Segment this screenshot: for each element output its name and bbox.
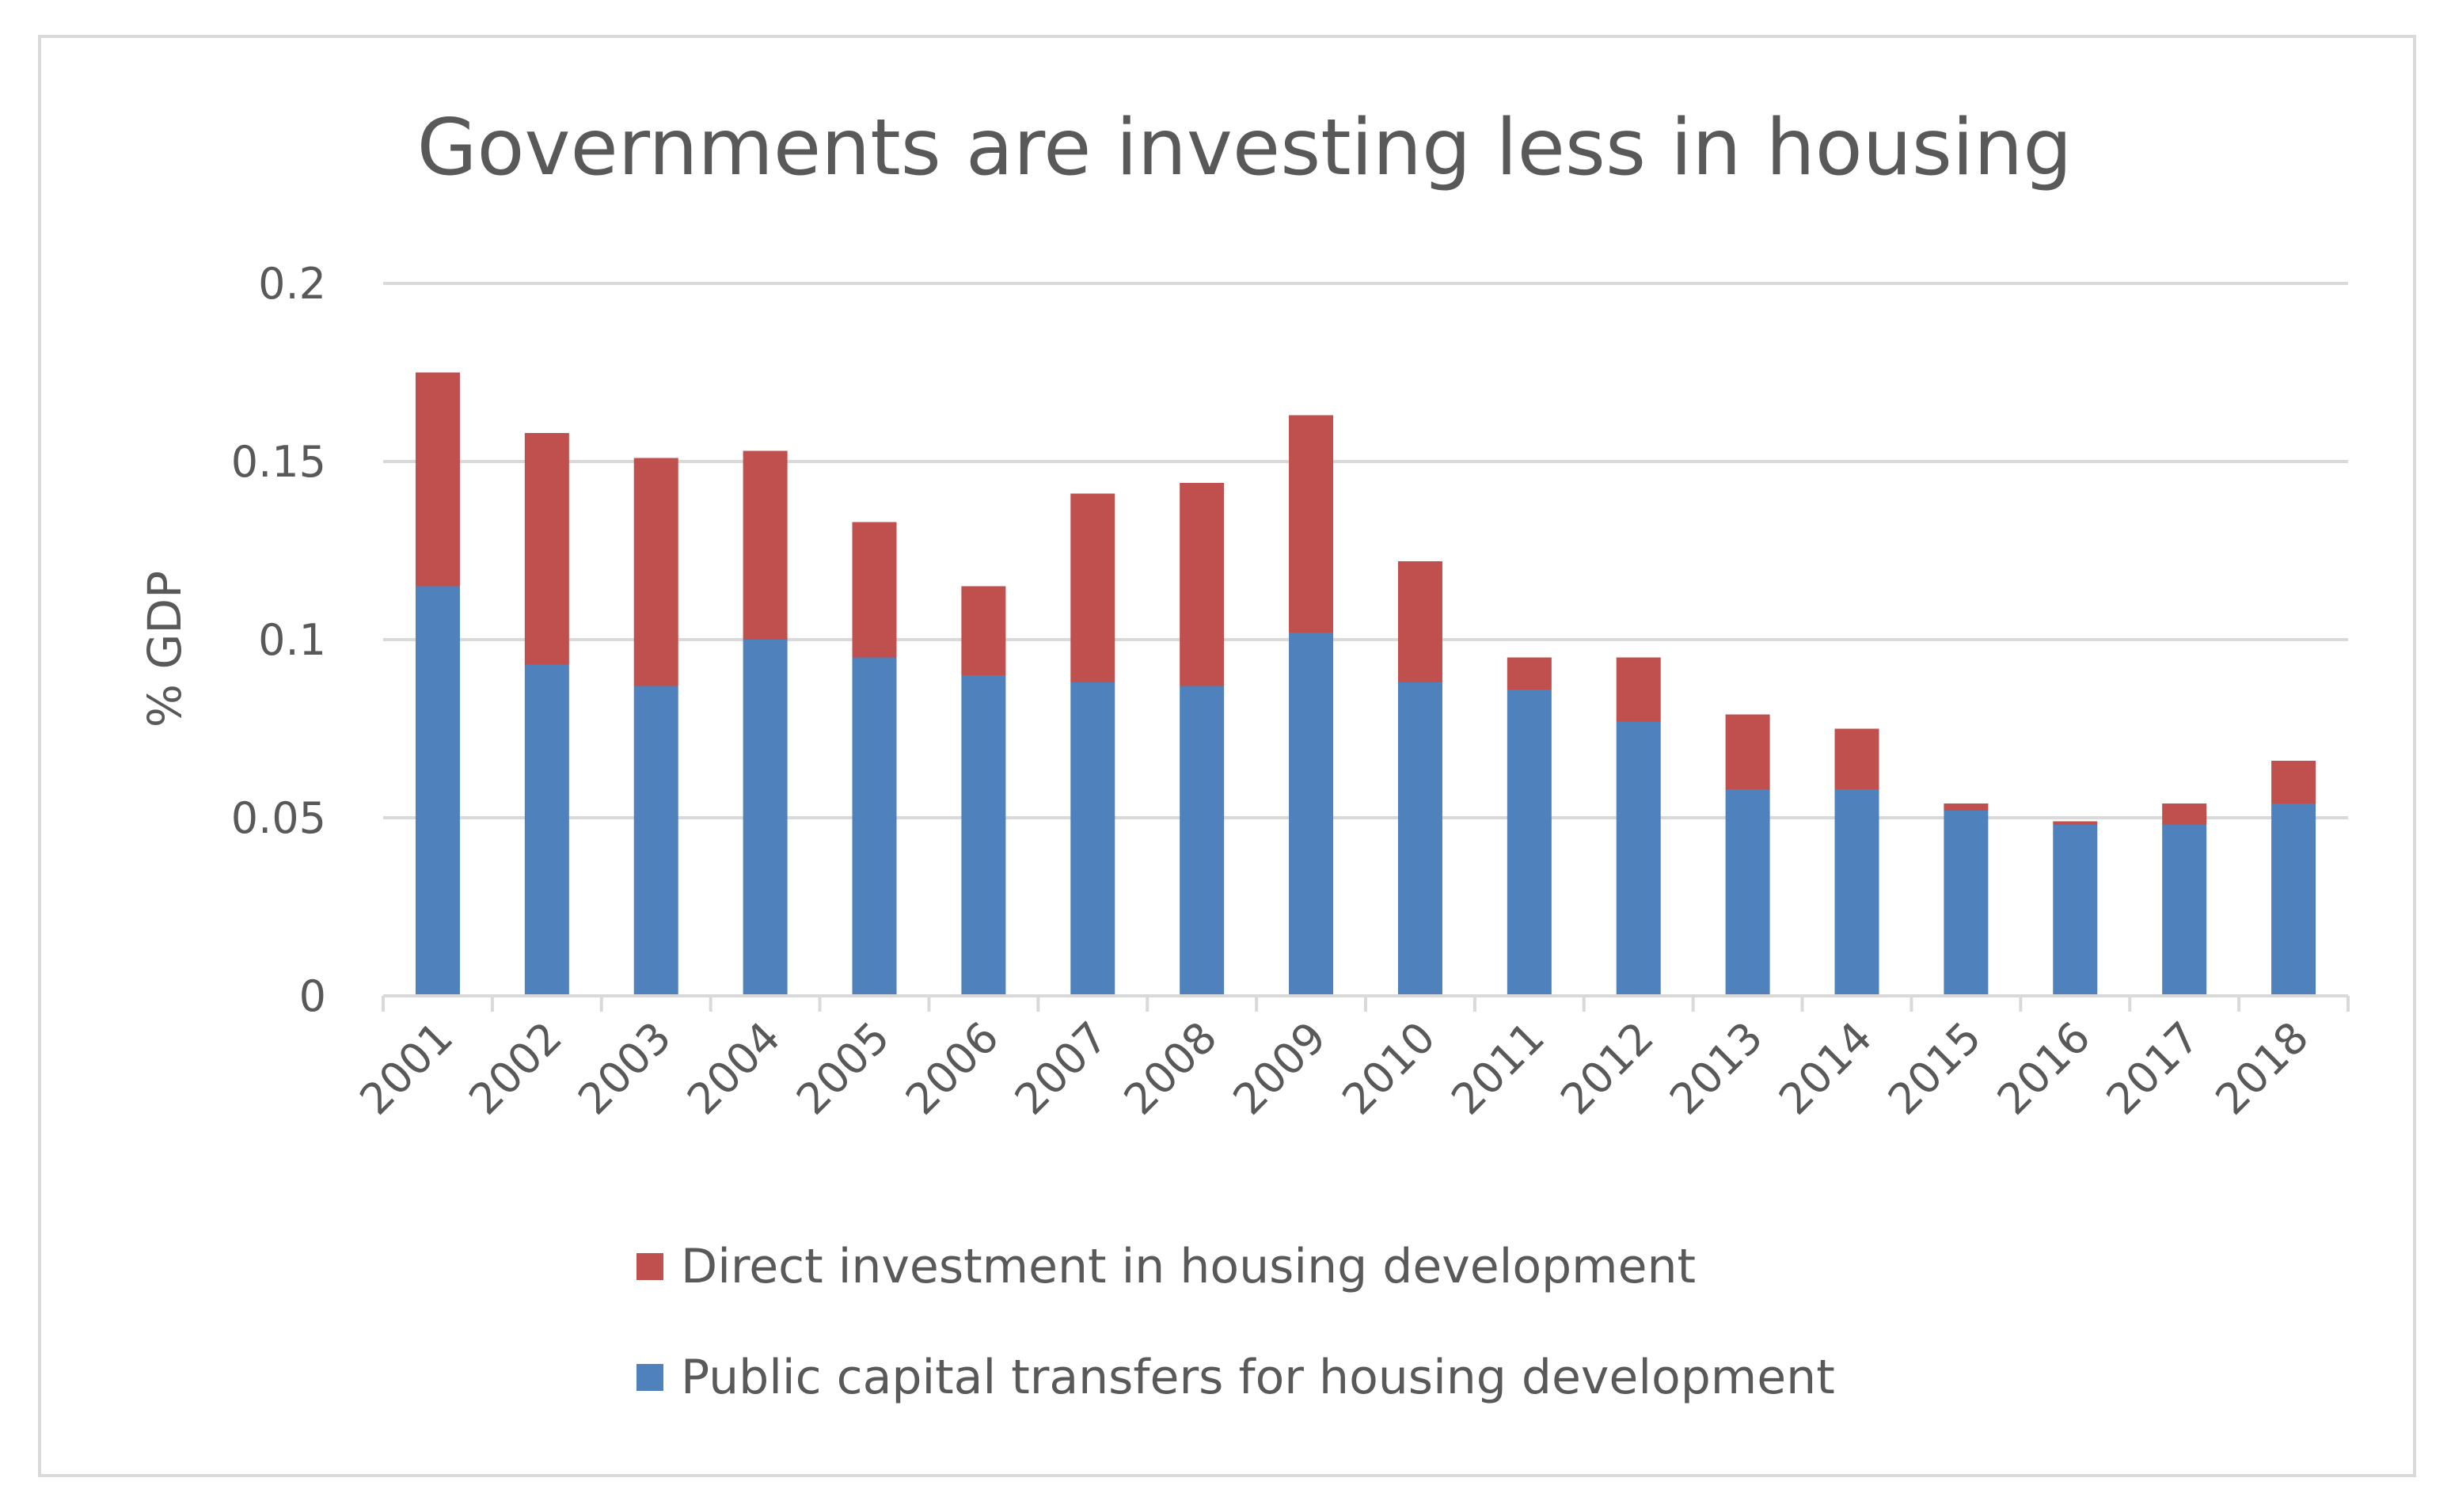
- bar-public-transfers: [1507, 690, 1552, 996]
- bar-public-transfers: [2271, 803, 2316, 996]
- legend-label-public-transfers: Public capital transfers for housing dev…: [681, 1350, 1835, 1405]
- legend: Direct investment in housing development…: [636, 1239, 1835, 1405]
- x-tick-label: 2018: [2206, 1012, 2319, 1125]
- x-tick-label: 2011: [1442, 1012, 1554, 1125]
- bar-public-transfers: [1289, 633, 1334, 996]
- y-tick-label: 0.2: [258, 259, 326, 309]
- bar-direct-investment: [1725, 714, 1770, 789]
- bar-public-transfers: [2162, 825, 2207, 996]
- x-tick-label: 2015: [1879, 1012, 1991, 1125]
- bar-direct-investment: [1834, 728, 1879, 789]
- chart-title: Governments are investing less in housin…: [417, 103, 2073, 193]
- x-tick-label: 2012: [1551, 1012, 1663, 1125]
- bar-public-transfers: [1834, 789, 1879, 996]
- bar-direct-investment: [743, 450, 788, 640]
- bar-direct-investment: [2053, 821, 2098, 825]
- x-tick-label: 2005: [787, 1012, 899, 1125]
- legend-swatch-public-transfers: [636, 1364, 663, 1391]
- bar-public-transfers: [1616, 721, 1661, 996]
- bar-direct-investment: [2271, 761, 2316, 803]
- x-axis-ticks: 2001200220032004200520062007200820092010…: [350, 1012, 2318, 1125]
- y-axis-ticks: 0 0.05 0.1 0.15 0.2: [231, 259, 326, 1021]
- bar-direct-investment: [1397, 561, 1442, 682]
- bar-direct-investment: [633, 458, 678, 686]
- bar-direct-investment: [1180, 483, 1225, 686]
- y-axis-label: % GDP: [138, 571, 192, 728]
- legend-label-direct-investment: Direct investment in housing development: [681, 1239, 1696, 1294]
- bar-direct-investment: [1944, 803, 1989, 811]
- bar-direct-investment: [2162, 803, 2207, 825]
- bar-public-transfers: [743, 640, 788, 996]
- bar-public-transfers: [1397, 682, 1442, 996]
- x-tick-label: 2009: [1224, 1012, 1336, 1125]
- x-tick-label: 2007: [1005, 1012, 1118, 1125]
- bar-public-transfers: [524, 664, 569, 996]
- bar-direct-investment: [961, 586, 1006, 675]
- x-axis: [382, 994, 2350, 1012]
- x-tick-label: 2001: [350, 1012, 462, 1125]
- bar-direct-investment: [852, 522, 897, 658]
- bar-public-transfers: [1070, 682, 1115, 996]
- legend-swatch-direct-investment: [636, 1253, 663, 1280]
- bar-direct-investment: [1289, 415, 1334, 633]
- x-tick-label: 2003: [568, 1012, 681, 1125]
- x-tick-label: 2006: [896, 1012, 1009, 1125]
- bar-direct-investment: [524, 433, 569, 665]
- bar-direct-investment: [1616, 657, 1661, 722]
- gridlines: [383, 282, 2348, 819]
- bar-public-transfers: [633, 686, 678, 996]
- x-tick-label: 2014: [1769, 1012, 1882, 1125]
- y-tick-label: 0: [299, 971, 326, 1021]
- y-tick-label: 0.05: [231, 793, 326, 843]
- x-tick-label: 2013: [1660, 1012, 1773, 1125]
- x-tick-label: 2017: [2097, 1012, 2210, 1125]
- bar-public-transfers: [1725, 789, 1770, 996]
- bar-direct-investment: [1070, 493, 1115, 682]
- bar-direct-investment: [1507, 657, 1552, 690]
- bar-public-transfers: [961, 675, 1006, 996]
- x-tick-label: 2002: [459, 1012, 572, 1125]
- x-tick-label: 2010: [1332, 1012, 1445, 1125]
- bar-public-transfers: [1180, 686, 1225, 996]
- y-tick-label: 0.1: [258, 615, 326, 665]
- y-tick-label: 0.15: [231, 437, 326, 487]
- bar-direct-investment: [415, 372, 460, 587]
- bars: [415, 372, 2316, 996]
- x-tick-label: 2008: [1115, 1012, 1227, 1125]
- bar-public-transfers: [852, 657, 897, 996]
- bar-public-transfers: [415, 586, 460, 996]
- bar-public-transfers: [1944, 811, 1989, 996]
- bar-public-transfers: [2053, 825, 2098, 996]
- x-tick-label: 2004: [678, 1012, 790, 1125]
- x-tick-label: 2016: [1988, 1012, 2100, 1125]
